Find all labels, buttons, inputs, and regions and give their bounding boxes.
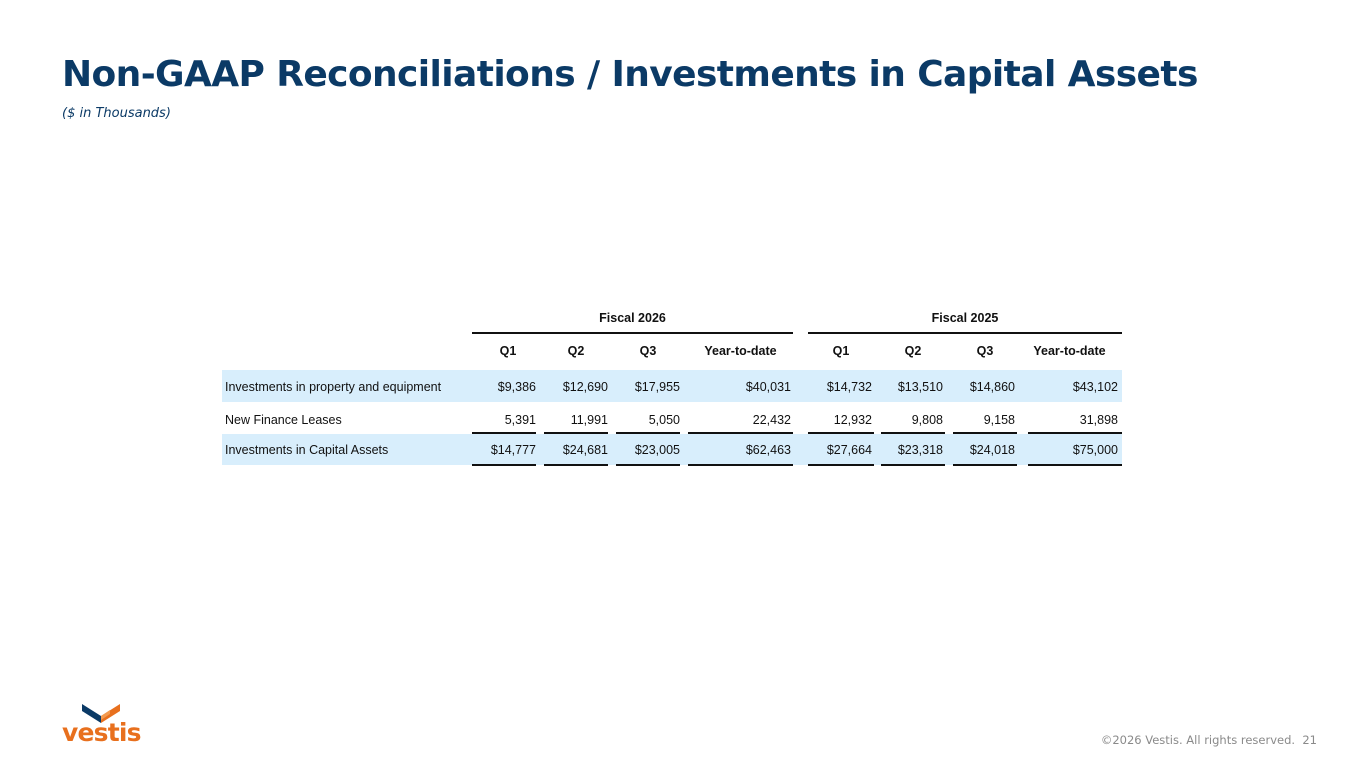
table-cell: $9,386 — [497, 380, 536, 394]
table-cell: 9,158 — [983, 413, 1015, 427]
page-title: Non-GAAP Reconciliations / Investments i… — [62, 54, 1198, 95]
column-header: Q1 — [499, 344, 517, 358]
column-header: Q2 — [904, 344, 922, 358]
total-rule — [616, 464, 680, 466]
total-rule — [808, 464, 874, 466]
subtotal-rule — [544, 432, 608, 434]
subtotal-rule — [1028, 432, 1122, 434]
table-cell: 12,932 — [833, 413, 872, 427]
column-header: Q2 — [567, 344, 585, 358]
column-header: Q3 — [639, 344, 657, 358]
subtotal-rule — [881, 432, 945, 434]
total-rule — [881, 464, 945, 466]
group-rule — [472, 332, 793, 334]
subtotal-rule — [808, 432, 874, 434]
total-rule — [953, 464, 1017, 466]
table-cell: $75,000 — [1072, 443, 1118, 457]
table-cell: $23,005 — [634, 443, 680, 457]
vestis-logo: vestis — [62, 702, 148, 750]
vestis-chevron-icon — [82, 704, 120, 723]
total-rule — [472, 464, 536, 466]
table-cell: 5,391 — [504, 413, 536, 427]
subtotal-rule — [688, 432, 793, 434]
logo-wordmark: vestis — [62, 718, 142, 747]
row-label: Investments in property and equipment — [225, 380, 442, 394]
table-cell: $40,031 — [745, 380, 791, 394]
row-label: Investments in Capital Assets — [225, 443, 389, 457]
table-cell: 31,898 — [1079, 413, 1118, 427]
table-cell: $24,018 — [969, 443, 1015, 457]
subtotal-rule — [472, 432, 536, 434]
table-cell: 5,050 — [648, 413, 680, 427]
total-rule — [688, 464, 793, 466]
table-cell: 22,432 — [752, 413, 791, 427]
table-cell: $14,777 — [490, 443, 536, 457]
table-cell: $43,102 — [1072, 380, 1118, 394]
table-cell: $23,318 — [897, 443, 943, 457]
row-label: New Finance Leases — [225, 413, 342, 427]
row-highlight-band — [222, 370, 1122, 402]
page-subtitle: ($ in Thousands) — [62, 106, 171, 121]
column-header: Q1 — [832, 344, 850, 358]
column-header: Year-to-date — [1033, 344, 1106, 358]
subtotal-rule — [616, 432, 680, 434]
table-cell: $13,510 — [897, 380, 943, 394]
page-number: 21 — [1302, 733, 1317, 747]
table-cell: $27,664 — [826, 443, 872, 457]
table-cell: $14,860 — [969, 380, 1015, 394]
row-highlight-band — [222, 434, 1122, 465]
total-rule — [544, 464, 608, 466]
group-rule — [808, 332, 1122, 334]
table-cell: $17,955 — [634, 380, 680, 394]
capital-assets-table: Fiscal 2026 Fiscal 2025 Q1 Q2 Q3 Year-to… — [222, 0, 1122, 768]
total-rule — [1028, 464, 1122, 466]
table-cell: 11,991 — [570, 413, 608, 427]
table-cell: $62,463 — [745, 443, 791, 457]
subtotal-rule — [953, 432, 1017, 434]
group-header-fiscal-2026: Fiscal 2026 — [599, 311, 666, 325]
column-header: Q3 — [976, 344, 994, 358]
copyright-text: ©2026 Vestis. All rights reserved. — [1100, 733, 1296, 747]
table-cell: 9,808 — [911, 413, 943, 427]
table-cell: $14,732 — [826, 380, 872, 394]
column-header: Year-to-date — [704, 344, 777, 358]
table-cell: $24,681 — [562, 443, 608, 457]
table-cell: $12,690 — [562, 380, 608, 394]
group-header-fiscal-2025: Fiscal 2025 — [931, 311, 999, 325]
footer: ©2026 Vestis. All rights reserved. 21 — [1101, 733, 1317, 747]
